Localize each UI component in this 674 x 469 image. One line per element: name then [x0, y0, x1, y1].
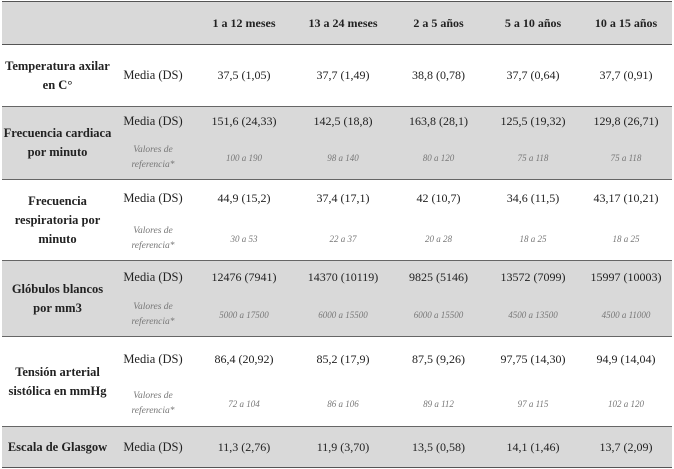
reference-label: Valores de referencia*: [113, 381, 193, 427]
reference-value: 30 a 53: [193, 217, 295, 261]
header-age-3: 2 a 5 años: [391, 1, 486, 45]
reference-value: 98 a 140: [295, 136, 391, 180]
table-row-systolic-pressure-reference: Valores de referencia* 72 a 104 86 a 106…: [2, 381, 672, 427]
mean-value: 13,5 (0,58): [391, 426, 486, 468]
mean-value: 14,1 (1,46): [486, 426, 580, 468]
mean-value: 163,8 (28,1): [391, 106, 486, 137]
header-age-5: 10 a 15 años: [580, 1, 672, 45]
reference-value: 20 a 28: [391, 217, 486, 261]
mean-value: 125,5 (19,32): [486, 106, 580, 137]
mean-value: 142,5 (18,8): [295, 106, 391, 137]
header-empty-cell: [113, 1, 193, 45]
header-empty-cell: [2, 1, 113, 45]
mean-value: 86,4 (20,92): [214, 351, 274, 366]
mean-value: 12476 (7941): [193, 260, 295, 294]
reference-label: Valores de referencia*: [113, 136, 193, 180]
mean-label: Media (DS): [113, 106, 193, 137]
mean-value: 14370 (10119): [295, 260, 391, 294]
mean-value: 94,9 (14,04): [596, 351, 656, 366]
mean-value: 15997 (10003): [580, 260, 672, 294]
header-age-2: 13 a 24 meses: [295, 1, 391, 45]
reference-value: 72 a 104: [193, 381, 295, 427]
mean-value: 129,8 (26,71): [580, 106, 672, 137]
table-row-heart-rate-reference: Valores de referencia* 100 a 190 98 a 14…: [2, 136, 672, 180]
reference-value: 5000 a 17500: [193, 293, 295, 337]
reference-label: Valores de referencia*: [113, 217, 193, 261]
mean-value: 43,17 (10,21): [593, 191, 659, 206]
reference-value: 4500 a 13500: [486, 293, 580, 337]
mean-value: 38,8 (0,78): [391, 44, 486, 107]
reference-value: 4500 a 11000: [580, 293, 672, 337]
reference-value: 75 a 118: [580, 136, 672, 180]
row-parameter-label: Frecuencia cardiaca por minuto: [2, 106, 113, 180]
row-parameter-label: Temperatura axilar en C°: [2, 44, 113, 107]
reference-value: 100 a 190: [193, 136, 295, 180]
reference-value: 6000 a 15500: [295, 293, 391, 337]
reference-value: 6000 a 15500: [391, 293, 486, 337]
reference-value: 102 a 120: [580, 381, 672, 427]
table-row-temperature: Temperatura axilar en C° Media (DS) 37,5…: [2, 44, 672, 107]
reference-value: 86 a 106: [295, 381, 391, 427]
row-parameter-label: Escala de Glasgow: [2, 426, 113, 468]
mean-label: Media (DS): [113, 426, 193, 468]
mean-label: Media (DS): [113, 260, 193, 294]
reference-value: 75 a 118: [486, 136, 580, 180]
reference-value: 80 a 120: [391, 136, 486, 180]
mean-value: 11,9 (3,70): [295, 426, 391, 468]
mean-label: Media (DS): [123, 351, 183, 366]
mean-value: 44,9 (15,2): [217, 191, 271, 206]
mean-value: 37,7 (0,64): [486, 44, 580, 107]
mean-value: 13,7 (2,09): [580, 426, 672, 468]
table-row-glasgow: Escala de Glasgow Media (DS) 11,3 (2,76)…: [2, 426, 672, 468]
row-parameter-label: Frecuencia respiratoria por minuto: [2, 179, 113, 261]
table-row-white-blood-cells-reference: Valores de referencia* 5000 a 17500 6000…: [2, 293, 672, 337]
mean-value: 37,7 (1,49): [295, 44, 391, 107]
mean-label: Media (DS): [123, 191, 183, 206]
table-row-respiratory-rate: Frecuencia respiratoria por minuto Media…: [2, 179, 672, 261]
mean-value: 37,7 (0,91): [580, 44, 672, 107]
mean-value: 87,5 (9,26): [412, 351, 465, 366]
reference-value: 18 a 25: [486, 217, 580, 261]
table-row-white-blood-cells: Glóbulos blancos por mm3 Media (DS) 1247…: [2, 260, 672, 337]
mean-value: 13572 (7099): [486, 260, 580, 294]
table-row-heart-rate: Frecuencia cardiaca por minuto Media (DS…: [2, 106, 672, 180]
mean-value: 42 (10,7): [416, 191, 461, 206]
reference-value: 89 a 112: [391, 381, 486, 427]
reference-value: 97 a 115: [486, 381, 580, 427]
header-age-1: 1 a 12 meses: [193, 1, 295, 45]
reference-label: Valores de referencia*: [113, 293, 193, 337]
reference-value: 18 a 25: [580, 217, 672, 261]
mean-value: 37,5 (1,05): [193, 44, 295, 107]
table-row-systolic-pressure: Tensión arterial sistólica en mmHg Media…: [2, 336, 672, 427]
mean-value: 11,3 (2,76): [193, 426, 295, 468]
mean-value: 37,4 (17,1): [316, 191, 370, 206]
mean-value: 151,6 (24,33): [193, 106, 295, 137]
reference-value: 22 a 37: [295, 217, 391, 261]
mean-value: 97,75 (14,30): [500, 351, 566, 366]
mean-value: 9825 (5146): [391, 260, 486, 294]
table-row-respiratory-rate-reference: Valores de referencia* 30 a 53 22 a 37 2…: [2, 217, 672, 261]
row-parameter-label: Tensión arterial sistólica en mmHg: [2, 336, 113, 427]
mean-value: 34,6 (11,5): [506, 191, 560, 206]
header-age-4: 5 a 10 años: [486, 1, 580, 45]
mean-value: 85,2 (17,9): [316, 351, 370, 366]
row-parameter-label: Glóbulos blancos por mm3: [2, 260, 113, 337]
header-row: 1 a 12 meses 13 a 24 meses 2 a 5 años 5 …: [2, 1, 672, 45]
mean-label: Media (DS): [113, 44, 193, 107]
